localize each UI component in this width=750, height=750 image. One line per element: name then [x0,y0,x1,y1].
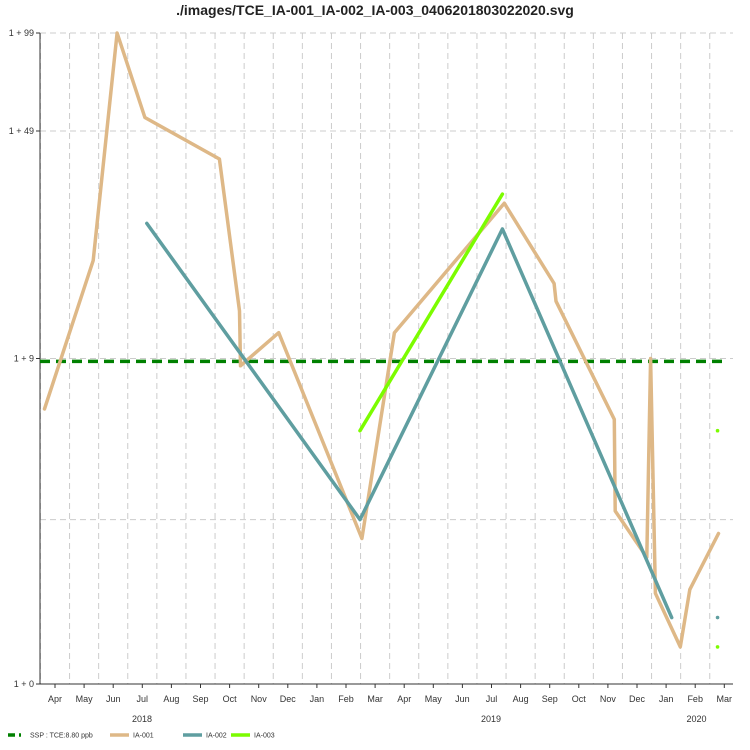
series-group [42,31,721,649]
series-line-ia-001 [42,31,721,649]
x-tick-label: Jul [486,694,498,704]
x-tick-label: Sep [192,694,208,704]
legend-label: IA-002 [206,733,227,740]
legend-item: IA-001 [110,733,154,740]
x-tick-label: Aug [163,694,179,704]
x-tick-label: Mar [717,694,733,704]
series-line-ia-002 [145,221,674,620]
x-tick-label: Jun [455,694,470,704]
x-tick-label: Feb [687,694,703,704]
series-marker [715,615,720,620]
x-tick-label: Oct [572,694,587,704]
x-tick-label: Nov [251,694,268,704]
y-tick-label: 1 + 0 [14,679,34,689]
legend-label: IA-003 [254,733,275,740]
x-tick-label: Sep [542,694,558,704]
legend: SSP : TCE:8.80 ppb IA-001 IA-002 IA-003 [8,733,275,740]
x-tick-label: Dec [629,694,646,704]
x-tick-label: Apr [397,694,411,704]
legend-item: IA-003 [231,733,275,740]
legend-label: IA-001 [133,733,154,740]
x-tick-label: Jun [106,694,121,704]
x-tick-label: Nov [600,694,617,704]
year-label: 2018 [132,714,152,724]
x-tick-label: May [425,694,443,704]
series-marker [715,645,720,649]
x-tick-label: Aug [513,694,529,704]
year-label: 2020 [686,714,706,724]
year-label: 2019 [481,714,501,724]
chart-title: ./images/TCE_IA-001_IA-002_IA-003_040620… [176,2,574,18]
legend-label: SSP : TCE:8.80 ppb [30,733,93,740]
x-tick-label: Dec [280,694,297,704]
x-tick-label: Oct [223,694,238,704]
series-line-ia-003 [358,192,505,433]
x-tick-label: Feb [338,694,354,704]
x-tick-label: May [76,694,94,704]
x-tick-label: Jul [137,694,149,704]
series-marker [715,428,720,433]
grid [39,32,733,685]
x-tick-label: Jan [310,694,325,704]
legend-item: SSP : TCE:8.80 ppb [8,733,93,740]
x-tick-label: Jan [659,694,674,704]
y-tick-label: 1 + 9 [14,354,34,364]
axes: 1 + 0 1 + 9 1 + 49 1 + 99 Apr May Jun Jul Aug Sep… [9,28,733,724]
y-tick-label: 1 + 49 [9,126,34,136]
x-tick-label: Mar [367,694,383,704]
legend-item: IA-002 [183,733,227,740]
x-tick-label: Apr [48,694,62,704]
y-tick-label: 1 + 99 [9,28,34,38]
